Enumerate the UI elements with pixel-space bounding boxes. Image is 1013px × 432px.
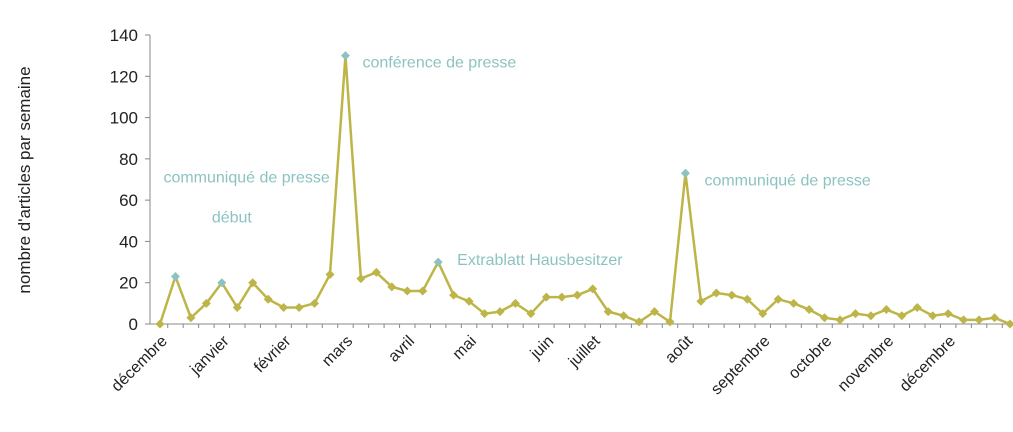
marker xyxy=(696,296,706,306)
x-tick-label: juillet xyxy=(565,332,604,371)
marker xyxy=(294,302,304,312)
marker xyxy=(990,313,1000,323)
marker xyxy=(449,290,459,300)
annotation: conférence de presse xyxy=(362,55,516,72)
marker xyxy=(572,290,582,300)
marker xyxy=(325,269,335,279)
marker xyxy=(279,302,289,312)
marker xyxy=(495,307,505,317)
marker xyxy=(711,288,721,298)
marker xyxy=(943,309,953,319)
marker xyxy=(340,51,350,61)
y-tick-label: 40 xyxy=(119,232,138,251)
marker xyxy=(433,257,443,267)
annotation: début xyxy=(212,210,253,227)
marker xyxy=(1005,319,1013,329)
marker xyxy=(928,311,938,321)
marker xyxy=(619,311,629,321)
marker xyxy=(248,278,258,288)
x-tick-label: septembre xyxy=(708,333,774,399)
marker xyxy=(186,313,196,323)
marker xyxy=(758,309,768,319)
marker xyxy=(464,296,474,306)
marker xyxy=(680,168,690,178)
marker xyxy=(634,317,644,327)
annotation: Extrablatt Hausbesitzer xyxy=(457,252,623,269)
marker xyxy=(232,302,242,312)
x-tick-label: mars xyxy=(319,333,356,370)
marker xyxy=(974,315,984,325)
marker xyxy=(773,294,783,304)
line xyxy=(158,55,1011,326)
x-tick-label: août xyxy=(662,332,696,366)
marker xyxy=(510,298,520,308)
marker xyxy=(526,309,536,319)
marker xyxy=(603,307,613,317)
marker xyxy=(665,317,675,327)
annotation: communiqué de presse xyxy=(163,170,329,187)
x-tick-label: janvier xyxy=(187,332,234,379)
marker xyxy=(541,292,551,302)
x-tick-label: mai xyxy=(450,333,480,363)
marker xyxy=(557,292,567,302)
y-tick-label: 140 xyxy=(110,26,138,45)
annotation: communiqué de presse xyxy=(704,172,870,189)
marker xyxy=(866,311,876,321)
marker xyxy=(897,311,907,321)
x-tick-label: décembre xyxy=(108,333,170,395)
marker xyxy=(201,298,211,308)
marker xyxy=(804,305,814,315)
y-tick-label: 100 xyxy=(110,109,138,128)
marker xyxy=(650,307,660,317)
x-tick-label: octobre xyxy=(786,333,836,383)
y-tick-label: 80 xyxy=(119,150,138,169)
x-tick-label: février xyxy=(251,332,295,376)
y-tick-label: 120 xyxy=(110,67,138,86)
marker xyxy=(850,309,860,319)
x-tick-label: avril xyxy=(385,333,418,366)
y-axis-label: nombre d'articles par semaine xyxy=(15,66,34,293)
marker xyxy=(742,294,752,304)
marker xyxy=(912,302,922,312)
marker xyxy=(217,278,227,288)
marker xyxy=(387,282,397,292)
marker xyxy=(727,290,737,300)
x-tick-label: décembre xyxy=(897,333,959,395)
y-tick-label: 20 xyxy=(119,274,138,293)
marker xyxy=(881,305,891,315)
marker xyxy=(835,315,845,325)
y-tick-label: 60 xyxy=(119,191,138,210)
marker xyxy=(789,298,799,308)
marker xyxy=(418,286,428,296)
marker xyxy=(371,267,381,277)
marker xyxy=(959,315,969,325)
x-tick-label: juin xyxy=(527,333,557,363)
y-tick-label: 0 xyxy=(129,315,138,334)
marker xyxy=(170,272,180,282)
x-tick-label: novembre xyxy=(835,333,897,395)
marker xyxy=(310,298,320,308)
marker xyxy=(402,286,412,296)
marker xyxy=(356,274,366,284)
marker xyxy=(155,319,165,329)
marker xyxy=(263,294,273,304)
marker xyxy=(820,313,830,323)
marker xyxy=(480,309,490,319)
marker xyxy=(588,284,598,294)
